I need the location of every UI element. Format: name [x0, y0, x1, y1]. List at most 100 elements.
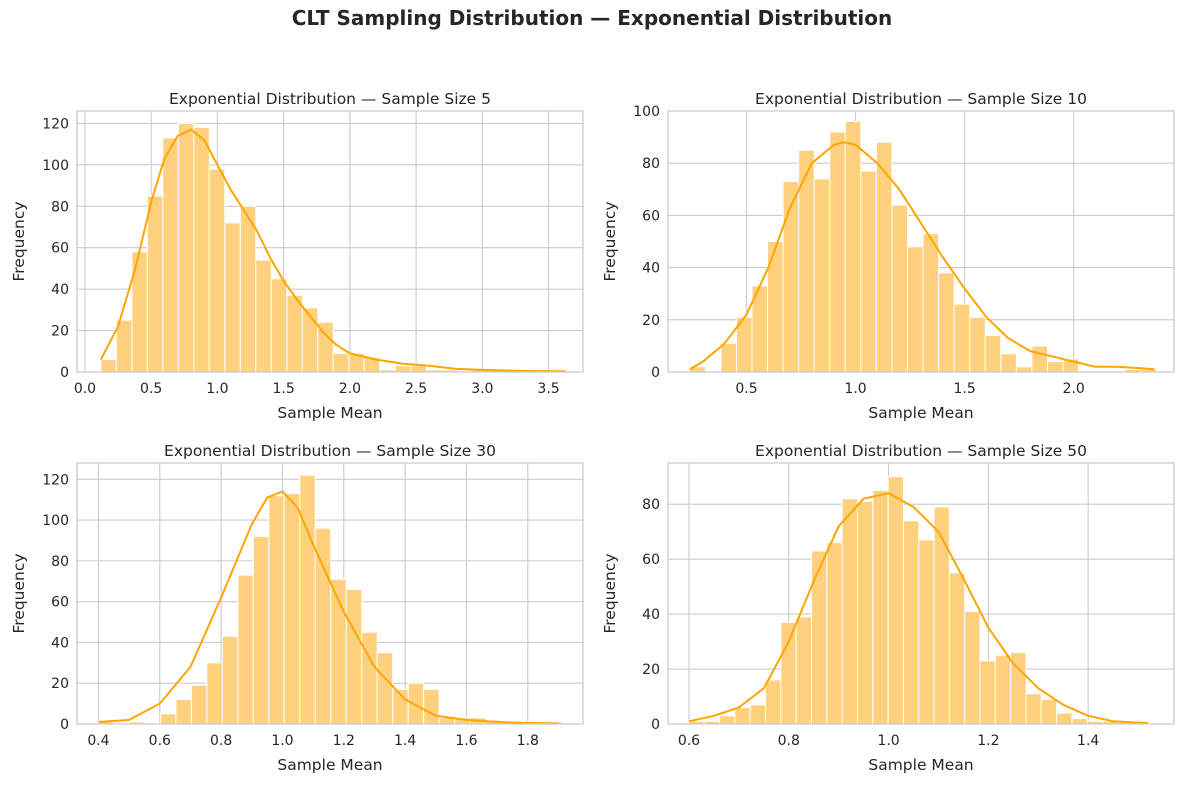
x-tick-label: 1.2	[977, 733, 999, 749]
histogram-bar	[239, 205, 257, 373]
kde-curve	[689, 141, 1155, 371]
axes-frame	[76, 462, 584, 725]
histogram-bar	[361, 631, 378, 725]
histogram-bar	[394, 365, 412, 373]
histogram-bar	[376, 652, 394, 725]
histogram-bar	[922, 233, 940, 373]
histogram-bar	[175, 699, 192, 725]
y-tick-label: 20	[51, 324, 69, 340]
histogram-bar	[907, 246, 924, 373]
histogram-bar	[224, 222, 241, 373]
x-tick-label: 0.8	[210, 733, 232, 749]
x-axis-label: Sample Mean	[277, 404, 382, 422]
histogram-bar	[953, 303, 971, 373]
histogram-bar	[765, 679, 782, 725]
histogram-bar	[891, 204, 909, 373]
histogram-bar	[177, 122, 195, 373]
x-tick-label: 3.0	[471, 381, 493, 397]
y-tick-label: 80	[51, 199, 69, 215]
x-tick-label: 3.5	[537, 381, 559, 397]
histogram-bar	[407, 682, 425, 725]
histogram-bar	[1000, 353, 1017, 373]
histogram-bar	[984, 334, 1002, 373]
y-tick-label: 40	[642, 261, 660, 277]
histogram-bar	[979, 660, 996, 725]
y-tick-label: 120	[42, 472, 69, 488]
y-tick-label: 100	[42, 513, 69, 529]
x-tick-label: 1.0	[271, 733, 293, 749]
histogram-bar	[206, 662, 223, 725]
x-axis-label: Sample Mean	[868, 404, 973, 422]
histogram-bar	[283, 493, 301, 725]
kde-curve	[98, 490, 559, 725]
histogram-bar	[918, 539, 935, 725]
histogram-bar	[193, 127, 210, 373]
histogram-bar	[1040, 698, 1058, 725]
y-tick-label: 40	[51, 282, 69, 298]
y-tick-label: 20	[642, 662, 660, 678]
histogram-bar	[190, 684, 208, 725]
y-tick-label: 80	[642, 156, 660, 172]
histogram-bar	[856, 500, 874, 725]
y-tick-label: 60	[51, 595, 69, 611]
y-tick-label: 20	[51, 676, 69, 692]
histogram-bar	[255, 259, 272, 373]
y-axis-label: Frequency	[601, 201, 619, 281]
histogram-bar	[860, 170, 877, 373]
histogram-bar	[734, 707, 751, 725]
x-tick-label: 1.6	[455, 733, 477, 749]
histogram-bar	[1071, 718, 1088, 725]
histogram-bar	[299, 474, 316, 725]
histogram-bar	[115, 319, 133, 373]
histogram-bar	[969, 316, 986, 373]
y-tick-label: 120	[42, 116, 69, 132]
x-tick-label: 2.5	[405, 381, 427, 397]
chart-panel-sample-size-5: 0.0 0.5 1.0 1.5 2.0 2.5 3.0 3.5 0 20 40 60 80 100 120 E…	[10, 90, 584, 422]
y-tick-label: 20	[642, 313, 660, 329]
histogram-bar	[749, 704, 767, 725]
y-tick-label: 60	[51, 241, 69, 257]
y-tick-label: 60	[642, 552, 660, 568]
histogram-bar	[902, 520, 920, 725]
x-tick-label: 0.0	[74, 381, 96, 397]
histogram-bar	[844, 120, 862, 373]
kde-curve	[688, 492, 1149, 725]
histogram-bar	[146, 195, 164, 373]
y-tick-label: 40	[642, 607, 660, 623]
y-tick-label: 80	[642, 497, 660, 513]
figure-title: CLT Sampling Distribution — Exponential …	[291, 6, 893, 30]
axes-frame	[667, 462, 1175, 725]
x-tick-label: 1.8	[517, 733, 539, 749]
histogram-bar	[208, 168, 226, 373]
chart-title: Exponential Distribution — Sample Size 5…	[755, 442, 1087, 460]
y-tick-label: 40	[51, 635, 69, 651]
x-tick-label: 0.6	[149, 733, 171, 749]
chart-title: Exponential Distribution — Sample Size 3…	[164, 442, 496, 460]
y-tick-label: 100	[633, 104, 660, 120]
histogram-bar	[994, 654, 1012, 725]
histogram-bar	[1031, 345, 1048, 373]
histogram-bar	[1056, 712, 1073, 725]
x-tick-label: 0.5	[140, 381, 162, 397]
histogram-bar	[948, 572, 966, 725]
histogram-bar	[410, 365, 427, 373]
histogram-bar	[1015, 366, 1033, 373]
y-axis-label: Frequency	[601, 553, 619, 633]
x-axis-label: Sample Mean	[277, 756, 382, 774]
histogram-bar	[826, 542, 843, 725]
y-tick-label: 0	[651, 365, 660, 381]
histogram-bar	[780, 621, 797, 725]
x-tick-label: 1.5	[273, 381, 295, 397]
x-tick-label: 1.5	[953, 381, 975, 397]
histogram-bar	[720, 342, 737, 373]
histogram-bar	[887, 476, 904, 725]
x-tick-label: 2.0	[339, 381, 361, 397]
kde-curve	[99, 128, 566, 373]
histogram-bar	[1025, 693, 1042, 725]
chart-panel-sample-size-10: 0.5 1.0 1.5 2.0 0 20 40 60 80 100 Exponential Dist…	[601, 90, 1175, 422]
histogram-bar	[938, 272, 955, 373]
chart-panel-sample-size-50: 0.6 0.8 1.0 1.2 1.4 0 20 40 60 80 Exponential Dist…	[601, 442, 1175, 774]
x-tick-label: 1.0	[206, 381, 228, 397]
axes-frame	[76, 110, 584, 373]
x-tick-label: 0.4	[87, 733, 109, 749]
